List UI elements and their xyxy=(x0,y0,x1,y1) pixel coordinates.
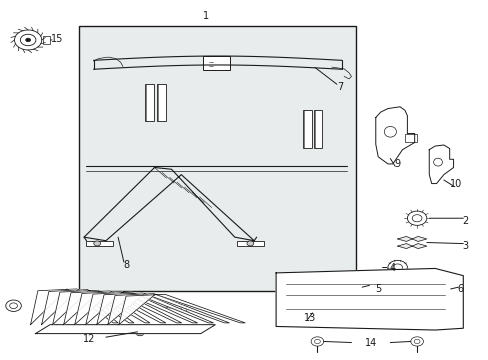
Text: 5: 5 xyxy=(374,284,381,294)
Circle shape xyxy=(299,288,310,297)
Polygon shape xyxy=(85,292,197,325)
Bar xyxy=(79,26,356,291)
Polygon shape xyxy=(53,290,149,325)
Polygon shape xyxy=(397,237,426,242)
Polygon shape xyxy=(276,269,462,330)
Polygon shape xyxy=(397,244,426,249)
Text: 4: 4 xyxy=(389,262,395,273)
Text: 1: 1 xyxy=(202,11,208,21)
Bar xyxy=(302,111,311,148)
Polygon shape xyxy=(41,290,134,325)
Bar xyxy=(203,57,229,70)
Polygon shape xyxy=(119,294,244,325)
Text: 9: 9 xyxy=(394,159,400,169)
Polygon shape xyxy=(30,289,118,325)
Text: 13: 13 xyxy=(304,312,316,323)
Text: 7: 7 xyxy=(336,82,343,92)
Bar xyxy=(144,84,153,121)
Text: 15: 15 xyxy=(51,34,63,44)
Polygon shape xyxy=(97,293,213,325)
Polygon shape xyxy=(107,294,229,325)
Ellipse shape xyxy=(384,126,396,137)
Polygon shape xyxy=(35,325,215,334)
Bar xyxy=(404,134,416,143)
Text: 3: 3 xyxy=(462,241,468,251)
Bar xyxy=(157,84,165,121)
Text: 14: 14 xyxy=(364,338,376,347)
Circle shape xyxy=(246,241,253,246)
Circle shape xyxy=(299,310,310,318)
Text: 8: 8 xyxy=(123,260,130,270)
Bar xyxy=(429,298,441,314)
Text: 6: 6 xyxy=(457,284,463,294)
Polygon shape xyxy=(63,291,165,325)
Bar xyxy=(86,241,113,246)
Circle shape xyxy=(367,288,378,297)
Text: 11: 11 xyxy=(177,303,189,314)
Bar xyxy=(237,241,264,246)
Bar xyxy=(43,36,50,44)
Text: 2: 2 xyxy=(462,216,468,226)
Circle shape xyxy=(94,241,101,246)
Polygon shape xyxy=(75,292,181,325)
Text: 12: 12 xyxy=(82,334,95,344)
Bar xyxy=(313,111,322,148)
Circle shape xyxy=(367,310,378,318)
Ellipse shape xyxy=(433,158,442,166)
Circle shape xyxy=(26,38,30,42)
Text: 10: 10 xyxy=(449,179,461,189)
Circle shape xyxy=(135,329,144,336)
